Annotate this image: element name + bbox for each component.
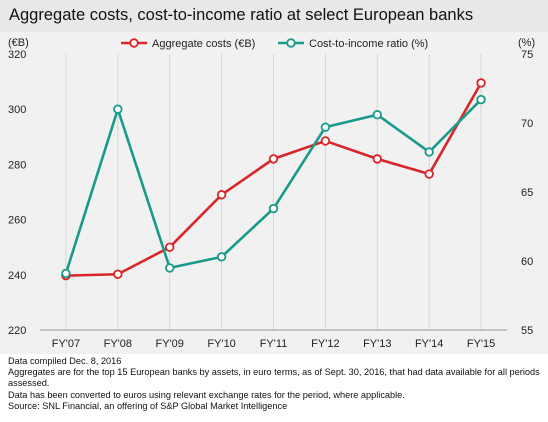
x-tick-label: FY'11 xyxy=(260,338,288,350)
data-point xyxy=(320,136,331,146)
data-point xyxy=(320,122,331,132)
data-point xyxy=(113,104,123,114)
chart-footer: Data compiled Dec. 8, 2016 Aggregates ar… xyxy=(8,356,544,412)
legend-swatch-marker xyxy=(129,38,139,48)
left-tick-label: 240 xyxy=(8,270,26,282)
footer-aggregates-note: Aggregates are for the top 15 European b… xyxy=(8,367,540,389)
right-tick-label: 55 xyxy=(521,325,533,337)
left-tick-label: 300 xyxy=(8,104,26,116)
left-tick-label: 260 xyxy=(8,215,26,227)
x-tick-label: FY'15 xyxy=(467,338,495,350)
series-markers xyxy=(61,78,486,281)
right-axis-label: (%) xyxy=(518,37,535,49)
data-point xyxy=(476,94,486,105)
x-tick-label: FY'13 xyxy=(363,338,391,350)
footer-conversion-note: Data has been converted to euros using r… xyxy=(8,389,405,400)
chart-title: Aggregate costs, cost-to-income ratio at… xyxy=(9,6,474,24)
grid-lines xyxy=(65,54,482,330)
x-tick-label: FY'09 xyxy=(156,338,184,350)
data-point xyxy=(113,269,123,279)
data-point xyxy=(165,242,175,252)
footer-source-note: Source: SNL Financial, an offering of S&… xyxy=(8,400,288,411)
right-tick-label: 60 xyxy=(521,256,533,268)
right-tick-label: 65 xyxy=(521,187,533,199)
right-tick-label: 70 xyxy=(521,118,533,130)
legend: Aggregate costs (€B) Cost-to-income ratio… xyxy=(121,38,428,50)
x-tick-label: FY'12 xyxy=(311,338,339,350)
left-tick-label: 320 xyxy=(8,49,26,61)
data-point xyxy=(216,190,227,200)
legend-label: Cost-to-income ratio (%) xyxy=(309,38,428,50)
data-point xyxy=(268,203,279,214)
data-point xyxy=(372,154,382,164)
data-point xyxy=(165,263,175,273)
x-tick-label: FY'14 xyxy=(415,338,443,350)
legend-label: Aggregate costs (€B) xyxy=(152,38,255,50)
x-tick-label: FY'07 xyxy=(52,338,80,350)
left-axis-label: (€B) xyxy=(8,37,29,49)
right-tick-label: 75 xyxy=(521,49,533,61)
axes: FY'07 FY'08 FY'09 FY'10 FY'11 FY'12 FY'13 FY'14… xyxy=(8,37,535,350)
left-tick-label: 280 xyxy=(8,159,26,171)
legend-swatch-marker xyxy=(286,38,296,48)
left-tick-label: 220 xyxy=(8,325,26,337)
title-bar: Aggregate costs, cost-to-income ratio at… xyxy=(0,0,548,32)
x-tick-label: FY'10 xyxy=(207,338,235,350)
data-point xyxy=(216,252,227,262)
data-point xyxy=(424,169,434,179)
data-point xyxy=(372,110,382,120)
footer-date-note: Data compiled Dec. 8, 2016 xyxy=(8,356,122,366)
data-point xyxy=(268,154,279,164)
x-tick-label: FY'08 xyxy=(104,338,132,350)
data-point xyxy=(476,78,486,88)
data-point xyxy=(61,268,71,279)
data-point xyxy=(424,147,434,157)
